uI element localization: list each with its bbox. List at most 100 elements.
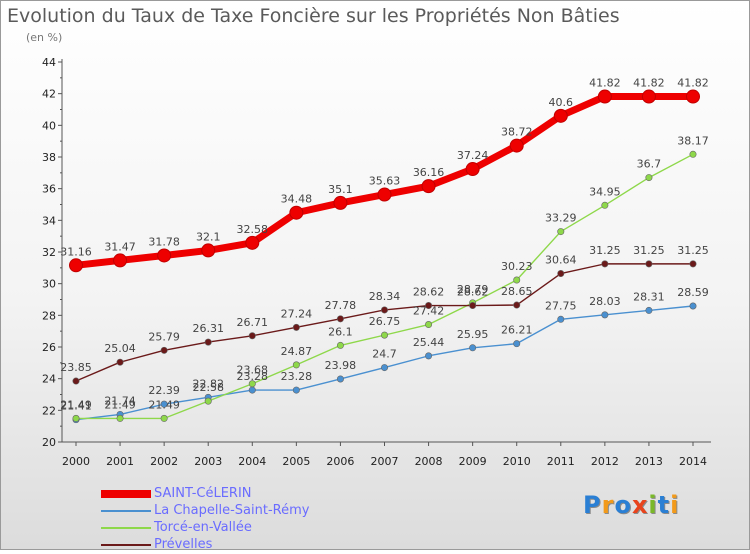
data-label: 28.34 [369, 290, 401, 303]
data-point [160, 400, 168, 408]
data-label: 31.47 [104, 240, 136, 253]
data-point [469, 302, 477, 310]
data-point [204, 338, 212, 346]
data-label: 25.79 [148, 330, 180, 343]
data-point [689, 302, 697, 310]
data-point [116, 358, 124, 366]
data-label: 27.42 [413, 305, 445, 318]
data-point [289, 205, 304, 220]
legend-label: Prévelles [154, 537, 213, 552]
data-label: 26.21 [501, 324, 533, 337]
data-point [248, 380, 256, 388]
data-point [689, 260, 697, 268]
data-label: 24.7 [372, 348, 397, 361]
data-label: 31.16 [60, 245, 92, 258]
data-point [425, 321, 433, 329]
data-point [421, 179, 436, 194]
data-label: 37.24 [457, 149, 489, 162]
data-point [69, 258, 83, 273]
legend-swatch [101, 527, 151, 529]
data-point [248, 386, 256, 394]
data-label: 23.28 [237, 370, 269, 383]
y-tick-label: 36 [42, 183, 56, 196]
data-point [645, 306, 653, 314]
data-label: 41.82 [589, 77, 621, 90]
line-chart: 20 22 24 26 28 30 32 34 36 38 40 42 44 2000 2001 2002 20… [42, 56, 711, 468]
x-tick-label: 2000 [62, 455, 90, 468]
x-tick-label: 2011 [547, 455, 575, 468]
data-point [380, 331, 388, 339]
data-label: 25.44 [413, 336, 445, 349]
y-tick-label: 38 [42, 151, 56, 164]
data-point [469, 344, 477, 352]
data-label: 22.39 [148, 384, 180, 397]
data-point [160, 346, 168, 354]
data-label: 22.82 [192, 377, 224, 390]
data-label: 31.25 [633, 244, 665, 257]
legend-swatch [101, 510, 151, 512]
data-label: 33.29 [545, 212, 577, 225]
y-tick-label: 22 [42, 404, 56, 417]
data-point [509, 138, 524, 153]
data-label: 28.03 [589, 295, 621, 308]
y-tick-label: 32 [42, 246, 56, 259]
data-label: 28.62 [457, 286, 489, 299]
data-label: 32.58 [237, 223, 269, 236]
x-tick-label: 2014 [679, 455, 707, 468]
data-label: 27.75 [545, 299, 577, 312]
data-label: 28.65 [501, 285, 533, 298]
data-label: 38.17 [677, 134, 709, 147]
data-label: 28.59 [677, 286, 709, 299]
data-label: 21.49 [104, 398, 136, 411]
data-point [601, 201, 609, 209]
data-point [465, 162, 480, 177]
data-label: 25.04 [104, 342, 136, 355]
legend-label: Torcé-en-Vallée [154, 520, 252, 535]
data-label: 30.23 [501, 260, 533, 273]
data-point [597, 89, 612, 104]
data-label: 38.72 [501, 126, 533, 139]
data-point [72, 377, 80, 385]
legend-label: SAINT-CéLERIN [154, 486, 252, 501]
data-label: 23.85 [60, 361, 92, 374]
data-label: 31.25 [589, 244, 621, 257]
data-point [377, 187, 392, 202]
data-label: 21.74 [104, 394, 136, 407]
data-label: 31.25 [677, 244, 709, 257]
data-point [557, 228, 565, 236]
x-tick-label: 2008 [415, 455, 443, 468]
y-tick-label: 28 [42, 309, 56, 322]
data-point [425, 302, 433, 310]
data-label: 36.7 [637, 158, 662, 171]
data-point [380, 364, 388, 372]
data-label: 34.95 [589, 185, 621, 198]
data-label: 28.62 [413, 286, 445, 299]
data-point [116, 414, 124, 422]
data-point [601, 260, 609, 268]
x-tick-label: 2001 [106, 455, 134, 468]
y-tick-label: 42 [42, 88, 56, 101]
x-tick-label: 2002 [150, 455, 178, 468]
data-label: 22.58 [192, 381, 224, 394]
data-point [333, 195, 348, 210]
y-tick-label: 30 [42, 278, 56, 291]
data-point [160, 414, 168, 422]
data-point [336, 315, 344, 323]
data-point [113, 253, 128, 268]
y-tick-label: 40 [42, 119, 56, 132]
data-label: 23.68 [237, 364, 269, 377]
data-label: 34.48 [281, 193, 313, 206]
data-point [336, 375, 344, 383]
data-label: 41.82 [633, 77, 665, 90]
data-point [557, 270, 565, 278]
data-point [645, 260, 653, 268]
data-label: 28.79 [457, 283, 489, 296]
data-label: 26.31 [192, 322, 224, 335]
data-point [689, 150, 697, 158]
data-label: 23.28 [281, 370, 313, 383]
data-label: 26.71 [237, 316, 269, 329]
data-label: 32.1 [196, 230, 221, 243]
data-label: 30.64 [545, 254, 577, 267]
data-point [645, 174, 653, 182]
data-label: 31.78 [148, 235, 180, 248]
